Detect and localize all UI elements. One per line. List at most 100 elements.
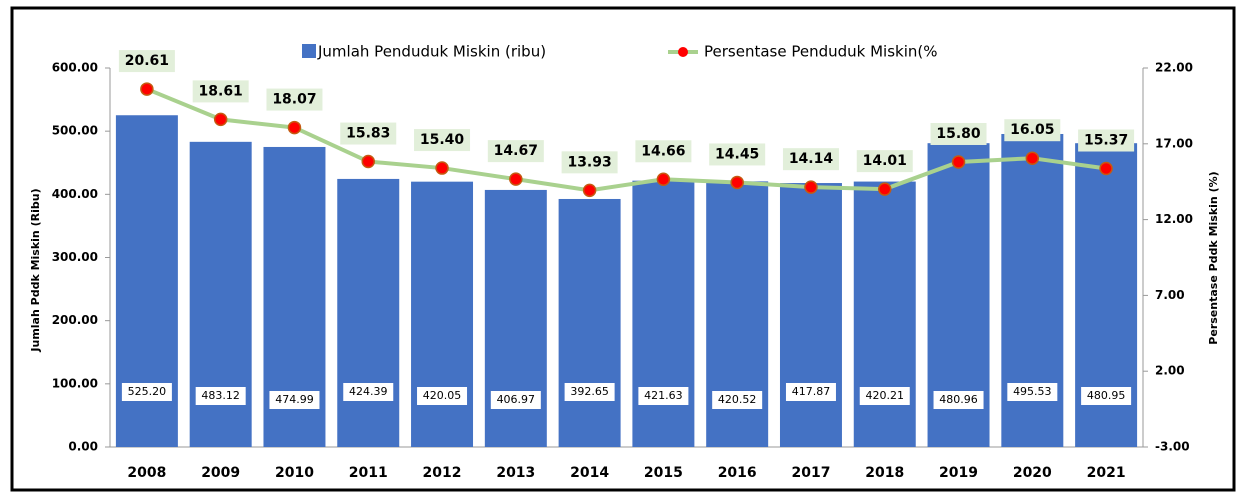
- bar-label-box: [343, 383, 394, 401]
- bar-label-box: [712, 391, 763, 409]
- bar-label: 421.63: [644, 389, 683, 402]
- line-marker: [509, 172, 523, 186]
- y-tick-label: 100.00: [52, 376, 98, 390]
- line-label: 14.14: [789, 151, 834, 167]
- line-marker: [287, 120, 302, 135]
- bar-label-box: [490, 391, 541, 409]
- legend-label: Jumlah Penduduk Miskin (ribu): [317, 43, 546, 61]
- line-marker: [951, 155, 966, 169]
- bar-label: 525.20: [128, 385, 167, 398]
- bar-label: 424.39: [349, 385, 388, 398]
- line-marker: [730, 175, 744, 190]
- bar-label: 483.12: [201, 389, 240, 402]
- bar: [632, 180, 695, 447]
- bar: [779, 183, 842, 447]
- line-label-box: [930, 122, 987, 145]
- legend-marker: [678, 47, 688, 57]
- bar-label: 392.65: [570, 385, 609, 398]
- x-tick-label: 2017: [791, 465, 830, 481]
- y2-tick-label: 7.00: [1155, 288, 1185, 302]
- line-label-box: [561, 151, 618, 174]
- y-tick-label: 300.00: [52, 250, 98, 264]
- line: [146, 87, 1107, 193]
- bar-label: 480.95: [1087, 389, 1126, 402]
- x-tick-label: 2018: [865, 465, 904, 481]
- line-label-box: [487, 140, 544, 163]
- line-label-box: [192, 80, 249, 103]
- line-marker: [435, 161, 449, 175]
- line-label-box: [1078, 129, 1135, 152]
- bar-label: 406.97: [497, 393, 536, 406]
- line-label: 14.66: [641, 143, 685, 159]
- bar-label-box: [933, 391, 984, 409]
- line-label-box: [266, 88, 323, 111]
- bar-label: 420.05: [423, 389, 462, 402]
- bar-label: 480.96: [939, 393, 978, 406]
- bar: [853, 181, 916, 447]
- bar-label-box: [121, 383, 172, 401]
- legend-swatch: [302, 44, 316, 58]
- line-marker: [361, 154, 375, 169]
- y2-tick-label: 2.00: [1155, 364, 1185, 378]
- y-tick-label: 0.00: [68, 440, 98, 454]
- line-label: 13.93: [567, 154, 611, 170]
- line-label: 16.05: [1010, 122, 1054, 138]
- line-label: 15.83: [346, 126, 390, 142]
- y-axis-label: Jumlah Pddk Miskin (Ribu): [29, 188, 42, 352]
- line-label-box: [635, 140, 692, 163]
- x-tick-label: 2016: [718, 465, 757, 481]
- x-tick-label: 2008: [127, 465, 166, 481]
- bar-label-box: [1081, 387, 1132, 405]
- line-marker: [140, 82, 154, 96]
- bar-label: 474.99: [275, 393, 314, 406]
- line-marker: [656, 172, 671, 187]
- y-tick-label: 600.00: [52, 61, 98, 75]
- line-marker: [804, 180, 818, 194]
- y2-axis-label: Persentase Pddk Miskin (%): [1207, 171, 1220, 344]
- x-tick-label: 2013: [496, 465, 535, 481]
- x-tick-label: 2019: [939, 465, 978, 481]
- line-label-box: [1004, 119, 1061, 142]
- line-label-box: [782, 148, 839, 171]
- bar-label-box: [195, 387, 246, 405]
- x-tick-label: 2021: [1087, 465, 1126, 481]
- line-label-box: [414, 129, 471, 152]
- line-label: 15.40: [420, 132, 465, 148]
- x-tick-label: 2010: [275, 465, 314, 481]
- line-label: 14.67: [494, 143, 538, 159]
- line-label: 15.80: [936, 126, 981, 142]
- line-marker: [878, 182, 892, 196]
- line-label: 18.61: [199, 83, 243, 99]
- y2-tick-label: 22.00: [1155, 61, 1193, 75]
- bar-label: 417.87: [792, 385, 831, 398]
- y2-tick-label: 12.00: [1155, 212, 1193, 226]
- line-label: 15.37: [1084, 133, 1128, 149]
- line-marker: [213, 112, 228, 127]
- bar-label-box: [564, 383, 615, 401]
- bar-label-box: [1007, 383, 1058, 401]
- bar-label-box: [417, 387, 468, 405]
- line-label: 14.45: [715, 146, 759, 162]
- bar-label-box: [269, 391, 320, 409]
- y2-tick-label: -3.00: [1155, 440, 1190, 454]
- x-tick-label: 2012: [423, 465, 462, 481]
- bar-label: 420.52: [718, 393, 757, 406]
- line-marker: [1025, 151, 1040, 165]
- y-tick-label: 200.00: [52, 313, 98, 327]
- line-label-box: [856, 150, 913, 173]
- line-marker: [1099, 161, 1113, 176]
- legend-label: Persentase Penduduk Miskin(%: [704, 43, 938, 61]
- bar-label-box: [859, 387, 910, 405]
- bar: [337, 178, 400, 447]
- line-label-box: [340, 122, 397, 145]
- x-tick-label: 2020: [1013, 465, 1052, 481]
- bar-label: 420.21: [866, 389, 905, 402]
- bar-label-box: [785, 383, 836, 401]
- bar-label: 495.53: [1013, 385, 1052, 398]
- x-tick-label: 2015: [644, 465, 683, 481]
- line-label-box: [118, 50, 175, 73]
- x-tick-label: 2009: [201, 465, 240, 481]
- bar: [411, 181, 474, 448]
- line-label-box: [709, 143, 766, 166]
